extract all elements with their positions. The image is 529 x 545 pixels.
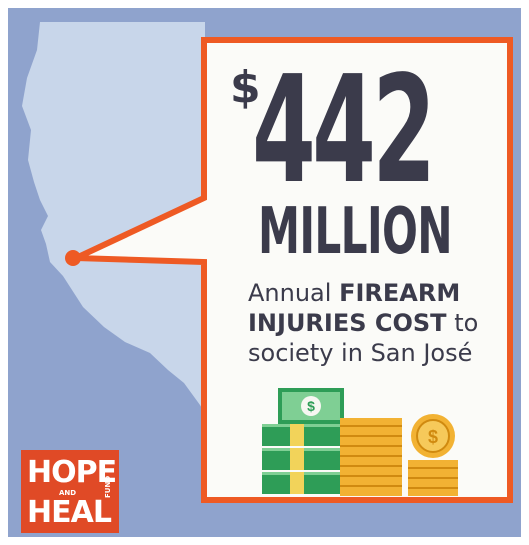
caption-line-3: society in San José xyxy=(248,339,473,367)
coin-stack-tall xyxy=(340,418,402,496)
coin-icon: $ xyxy=(411,414,455,458)
bill-stack xyxy=(262,424,340,494)
dollar-bill-icon: $ xyxy=(278,388,344,424)
coin-stack-short xyxy=(408,460,458,496)
headline-unit: MILLION xyxy=(258,195,453,269)
currency-symbol: $ xyxy=(230,62,261,113)
location-marker-icon xyxy=(65,250,81,266)
caption-line-1: Annual FIREARM xyxy=(248,279,461,307)
caption-line-2: INJURIES COST to xyxy=(248,309,479,337)
svg-text:$: $ xyxy=(307,398,315,414)
caption: Annual FIREARM INJURIES COST to society … xyxy=(248,278,508,368)
hope-and-heal-fund-logo: HOPE AND HEAL FUND xyxy=(21,450,119,533)
svg-text:$: $ xyxy=(428,427,438,447)
headline-amount: 442 xyxy=(252,44,436,216)
